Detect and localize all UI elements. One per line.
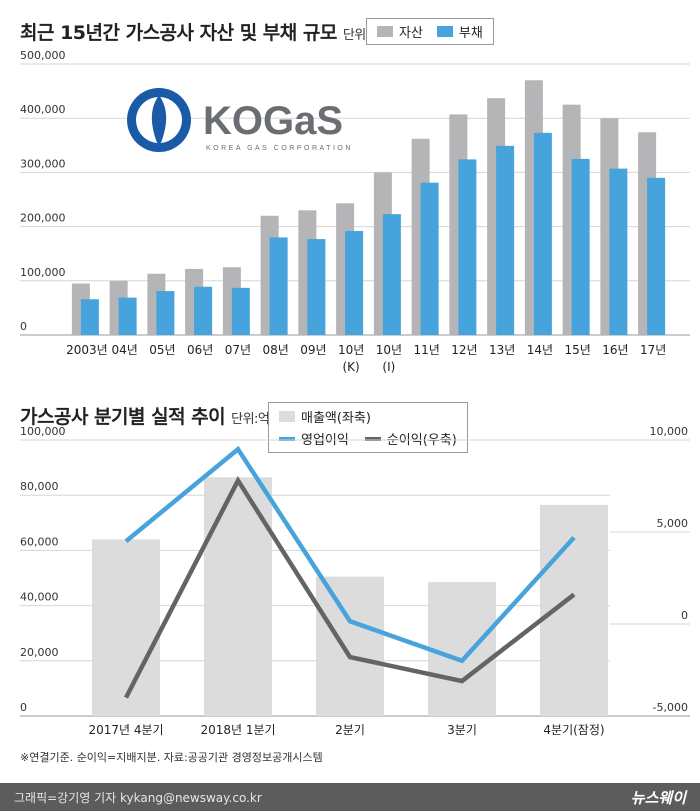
debt-bar bbox=[194, 286, 213, 335]
debt-bar bbox=[156, 291, 175, 335]
net-income-line bbox=[124, 475, 576, 699]
logo-text: KOGaS bbox=[203, 99, 343, 143]
debt-bar bbox=[458, 159, 477, 335]
legend-asset-label: 자산 bbox=[399, 26, 423, 41]
kogas-logo: KOGaS KOREA GAS CORPORATION bbox=[127, 88, 353, 152]
debt-bar bbox=[571, 158, 590, 335]
y-tick-label: 200,000 bbox=[20, 212, 66, 225]
debt-bar bbox=[345, 230, 364, 335]
logo-subtext: KOREA GAS CORPORATION bbox=[206, 145, 353, 152]
chart1-bars bbox=[71, 80, 666, 336]
x-tick-label: 07년 bbox=[225, 343, 251, 357]
x-tick-label: 14년 bbox=[527, 343, 553, 357]
x-tick-label: (I) bbox=[382, 360, 395, 374]
debt-bar bbox=[80, 299, 99, 335]
source-note: ※연결기준. 순이익=지배지분. 자료:공공기관 경영정보공개시스템 bbox=[20, 751, 323, 764]
chart1-x-labels: 2003년 04년 05년 06년 07년 08년 09년 10년 (K) 10년 (I) 11년 12… bbox=[66, 343, 666, 374]
y-right-tick-label: 0 bbox=[681, 609, 688, 622]
y-tick-label: 300,000 bbox=[20, 157, 66, 170]
x-tick-label: 11년 bbox=[413, 343, 439, 357]
debt-bar bbox=[647, 177, 666, 335]
legend-item-sales: 매출액(좌축) bbox=[279, 407, 371, 426]
y-tick-label: 500,000 bbox=[20, 49, 66, 62]
y-left-tick-label: 40,000 bbox=[20, 591, 59, 604]
x-tick-label: 2분기 bbox=[335, 723, 365, 737]
chart2-bars bbox=[92, 477, 608, 716]
x-tick-label: 06년 bbox=[187, 343, 213, 357]
chart2-title-text: 가스공사 분기별 실적 추이 bbox=[20, 406, 226, 428]
x-tick-label: 15년 bbox=[564, 343, 590, 357]
footer-bar: 그래픽=강기영 기자 kykang@newsway.co.kr 뉴스웨이 bbox=[0, 783, 700, 811]
debt-bar bbox=[420, 182, 439, 335]
debt-bar bbox=[609, 168, 628, 335]
legend-item-debt: 부채 bbox=[436, 22, 483, 41]
footer-credit: 그래픽=강기영 기자 kykang@newsway.co.kr bbox=[14, 790, 262, 805]
x-tick-label: 4분기(잠정) bbox=[543, 723, 604, 737]
debt-bar bbox=[382, 214, 401, 335]
sales-bar bbox=[428, 582, 496, 716]
y-left-tick-label: 80,000 bbox=[20, 480, 59, 493]
y-tick-label: 100,000 bbox=[20, 266, 66, 279]
legend-item-asset: 자산 bbox=[377, 22, 423, 41]
x-tick-label: 2003년 bbox=[66, 343, 108, 357]
sales-bar bbox=[204, 477, 272, 716]
debt-bar bbox=[231, 287, 250, 335]
x-tick-label: 12년 bbox=[451, 343, 477, 357]
debt-bar bbox=[269, 237, 288, 335]
y-right-tick-label: -5,000 bbox=[653, 701, 688, 714]
debt-bar bbox=[496, 145, 515, 335]
x-tick-label: 2017년 4분기 bbox=[88, 723, 163, 737]
net-line-swatch bbox=[364, 436, 381, 441]
x-tick-label: 04년 bbox=[111, 343, 137, 357]
x-tick-label: 16년 bbox=[602, 343, 628, 357]
y-tick-label: 0 bbox=[20, 320, 27, 333]
x-tick-label: 13년 bbox=[489, 343, 515, 357]
asset-swatch bbox=[377, 26, 393, 37]
y-left-tick-label: 0 bbox=[20, 701, 27, 714]
op-income-line bbox=[124, 445, 576, 664]
x-tick-label: 2018년 1분기 bbox=[200, 723, 275, 737]
y-left-tick-label: 100,000 bbox=[20, 425, 66, 438]
x-tick-label: 3분기 bbox=[447, 723, 477, 737]
x-tick-label: 17년 bbox=[640, 343, 666, 357]
y-right-tick-label: 10,000 bbox=[650, 425, 689, 438]
sales-bar bbox=[316, 576, 384, 716]
x-tick-label: 05년 bbox=[149, 343, 175, 357]
op-line-swatch bbox=[279, 436, 295, 441]
debt-bar bbox=[118, 297, 137, 335]
flame-icon bbox=[151, 95, 167, 147]
chart2-x-labels: 2017년 4분기 2018년 1분기 2분기 3분기 4분기(잠정) bbox=[88, 723, 604, 737]
y-left-tick-label: 20,000 bbox=[20, 646, 59, 659]
x-tick-label: 10년 bbox=[376, 343, 402, 357]
debt-bar bbox=[307, 239, 326, 335]
x-tick-label: 08년 bbox=[262, 343, 288, 357]
debt-bar bbox=[533, 132, 552, 335]
legend-sales-label: 매출액(좌축) bbox=[301, 411, 371, 426]
chart1-title-text: 최근 15년간 가스공사 자산 및 부채 규모 bbox=[20, 22, 337, 44]
chart1-legend: 자산 부채 bbox=[366, 18, 494, 45]
legend-debt-label: 부채 bbox=[458, 26, 483, 41]
debt-swatch bbox=[436, 26, 453, 37]
y-right-tick-label: 5,000 bbox=[657, 517, 689, 530]
x-tick-label: 10년 bbox=[338, 343, 364, 357]
chart2-svg: 0 20,000 40,000 60,000 80,000 100,000 -5,000 0 5… bbox=[20, 425, 690, 737]
sales-swatch bbox=[279, 411, 295, 422]
sales-bar bbox=[92, 539, 160, 716]
y-left-tick-label: 60,000 bbox=[20, 535, 59, 548]
x-tick-label: 09년 bbox=[300, 343, 326, 357]
y-tick-label: 400,000 bbox=[20, 103, 66, 116]
brand-logo: 뉴스웨이 bbox=[630, 788, 686, 807]
x-tick-label: (K) bbox=[343, 360, 360, 374]
chart2-lines bbox=[124, 445, 576, 699]
chart1-svg: 0 100,000 200,000 300,000 400,000 500,000 200… bbox=[20, 49, 690, 374]
